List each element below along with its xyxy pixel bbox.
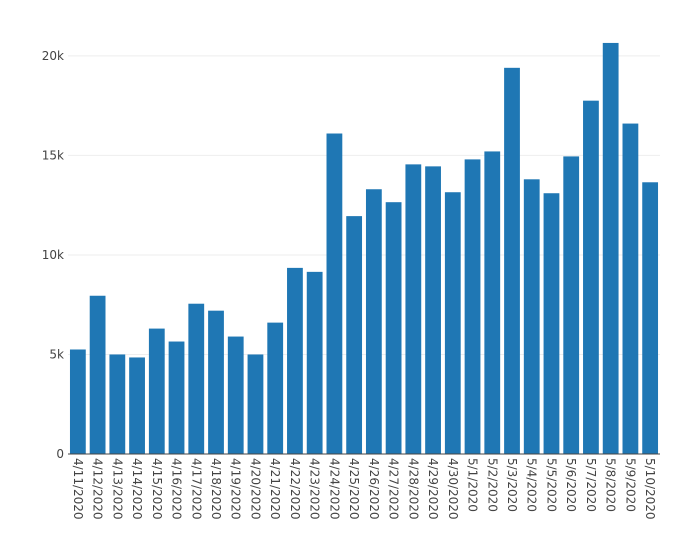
bar-4-11-2020[interactable] — [69, 349, 86, 454]
x-tick-label: 4/16/2020 — [170, 458, 184, 520]
x-tick-label: 4/30/2020 — [446, 458, 460, 520]
y-tick-label: 5k — [49, 347, 64, 361]
bars — [69, 42, 659, 455]
bar-4-24-2020[interactable] — [326, 133, 343, 454]
bar-5-3-2020[interactable] — [504, 67, 520, 454]
bar-4-27-2020[interactable] — [385, 202, 402, 454]
bar-4-19-2020[interactable] — [227, 336, 244, 454]
y-tick-label: 0 — [56, 447, 64, 461]
bar-4-23-2020[interactable] — [306, 271, 323, 454]
x-tick-label: 4/28/2020 — [406, 458, 420, 520]
bar-5-4-2020[interactable] — [523, 179, 540, 455]
x-tick-label: 4/25/2020 — [347, 458, 361, 520]
x-tick-label: 5/8/2020 — [604, 458, 618, 512]
x-tick-label: 4/13/2020 — [110, 458, 124, 520]
x-tick-label: 4/22/2020 — [288, 458, 302, 520]
bar-4-16-2020[interactable] — [168, 341, 185, 454]
y-tick-label: 20k — [42, 49, 64, 63]
x-tick-label: 4/15/2020 — [150, 458, 164, 520]
x-tick-label: 5/2/2020 — [485, 458, 499, 512]
x-tick-label: 5/5/2020 — [544, 458, 558, 512]
bar-5-9-2020[interactable] — [622, 123, 639, 454]
bar-4-18-2020[interactable] — [208, 310, 224, 454]
gridlines — [68, 55, 660, 355]
x-tick-label: 4/12/2020 — [91, 458, 105, 520]
bar-5-7-2020[interactable] — [583, 100, 599, 455]
bar-4-20-2020[interactable] — [247, 354, 264, 454]
axes: 0 5k 10k 15k 20k 4/11/2020 4/12/2020 4/13/2020 4… — [42, 49, 660, 520]
bar-5-1-2020[interactable] — [464, 159, 481, 454]
bar-4-15-2020[interactable] — [148, 328, 165, 454]
bar-4-22-2020[interactable] — [287, 267, 303, 454]
y-tick-label: 10k — [42, 248, 64, 262]
y-tick-label: 15k — [42, 148, 64, 162]
x-tick-label: 5/6/2020 — [564, 458, 578, 512]
x-tick-label: 5/3/2020 — [505, 458, 519, 512]
bar-4-14-2020[interactable] — [129, 357, 145, 454]
x-tick-label: 5/7/2020 — [584, 458, 598, 512]
bar-4-17-2020[interactable] — [188, 303, 205, 454]
x-tick-label: 4/24/2020 — [327, 458, 341, 520]
bar-5-6-2020[interactable] — [563, 156, 580, 454]
bar-5-2-2020[interactable] — [484, 151, 501, 454]
x-tick-label: 4/21/2020 — [268, 458, 282, 520]
bar-4-29-2020[interactable] — [425, 166, 441, 455]
bar-4-12-2020[interactable] — [89, 295, 106, 454]
bar-5-5-2020[interactable] — [543, 193, 560, 455]
x-tick-label: 4/29/2020 — [426, 458, 440, 520]
bar-5-8-2020[interactable] — [602, 42, 619, 454]
x-tick-label: 4/11/2020 — [71, 458, 85, 520]
bar-5-10-2020[interactable] — [642, 182, 659, 454]
bar-4-21-2020[interactable] — [267, 322, 284, 454]
bar-4-28-2020[interactable] — [405, 164, 422, 454]
x-tick-label: 4/14/2020 — [130, 458, 144, 520]
x-tick-label: 4/27/2020 — [387, 458, 401, 520]
x-tick-label: 4/19/2020 — [229, 458, 243, 520]
x-tick-label: 4/23/2020 — [308, 458, 322, 520]
x-tick-label: 5/1/2020 — [466, 458, 480, 512]
x-tick-label: 4/18/2020 — [209, 458, 223, 520]
x-tick-label: 5/9/2020 — [623, 458, 637, 512]
bar-4-30-2020[interactable] — [444, 192, 461, 455]
x-tick-label: 5/4/2020 — [525, 458, 539, 512]
x-tick-label: 4/20/2020 — [248, 458, 262, 520]
x-tick-label: 4/26/2020 — [367, 458, 381, 520]
bar-4-26-2020[interactable] — [365, 189, 382, 454]
bar-4-25-2020[interactable] — [346, 216, 363, 454]
x-tick-label: 5/10/2020 — [643, 458, 657, 520]
bar-4-13-2020[interactable] — [109, 354, 126, 454]
x-tick-label: 4/17/2020 — [189, 458, 203, 520]
